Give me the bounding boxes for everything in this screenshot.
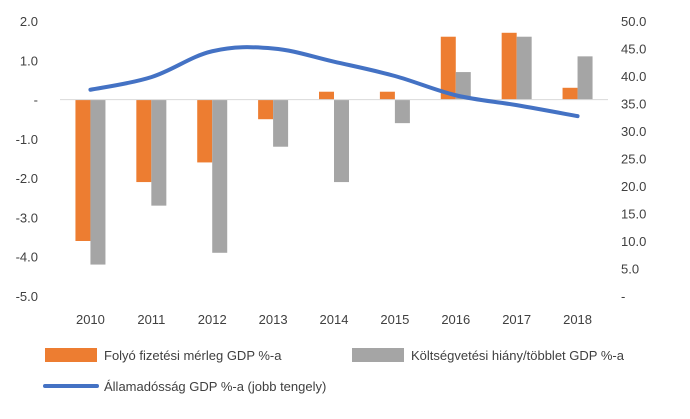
y-left-tick-label: -2.0 (16, 171, 38, 186)
x-tick-label: 2011 (137, 312, 165, 327)
y-left-tick-label: 2.0 (20, 14, 38, 29)
y-right-tick-label: 20.0 (621, 179, 646, 194)
y-left-tick-label: 1.0 (20, 53, 38, 68)
x-tick-label: 2016 (441, 312, 470, 327)
bar-budget-balance (516, 36, 532, 100)
bar-current-account (501, 32, 517, 100)
y-right-tick-label: - (621, 289, 625, 304)
legend-item-public-debt: Államadósság GDP %-a (jobb tengely) (43, 379, 326, 394)
x-tick-label: 2018 (563, 312, 592, 327)
y-right-tick-label: 25.0 (621, 152, 646, 167)
legend-swatch-current-account (45, 348, 97, 362)
bar-budget-balance (273, 99, 289, 147)
y-right-tick-label: 50.0 (621, 14, 646, 29)
legend-label-current-account: Folyó fizetési mérleg GDP %-a (104, 348, 282, 363)
line-series (88, 45, 580, 119)
y-left-tick-label: -3.0 (16, 210, 38, 225)
y-left-tick-label: -4.0 (16, 250, 38, 265)
legend-label-public-debt: Államadósság GDP %-a (jobb tengely) (104, 379, 326, 394)
bar-current-account (319, 91, 334, 100)
x-tick-label: 2010 (76, 312, 105, 327)
bar-current-account (75, 99, 91, 241)
y-right-tick-label: 40.0 (621, 69, 646, 84)
bar-budget-balance (212, 99, 228, 253)
bar-budget-balance (577, 56, 593, 100)
x-tick-label: 2012 (198, 312, 227, 327)
y-left-tick-label: - (34, 93, 38, 108)
bar-current-account (197, 99, 213, 163)
bar-current-account (379, 91, 395, 100)
y-right-tick-label: 5.0 (621, 262, 639, 277)
y-right-tick-label: 35.0 (621, 97, 646, 112)
bar-current-account (440, 36, 456, 100)
bar-current-account (562, 87, 578, 100)
y-right-tick-label: 45.0 (621, 42, 646, 57)
bar-budget-balance (151, 99, 167, 206)
y-right-tick-label: 15.0 (621, 207, 646, 222)
y-left-tick-label: -5.0 (16, 289, 38, 304)
bar-budget-balance (334, 99, 349, 183)
left-axis-ticks: 2.0 1.0 - -1.0 -2.0 -3.0 -4.0 -5.0 (16, 14, 38, 304)
bar-series (75, 32, 593, 265)
bar-current-account (258, 99, 274, 120)
legend-item-current-account: Folyó fizetési mérleg GDP %-a (45, 348, 282, 363)
bar-current-account (136, 99, 152, 183)
legend-item-budget-balance: Költségvetési hiány/többlet GDP %-a (352, 348, 625, 363)
line-public-debt (88, 45, 580, 119)
y-right-tick-label: 30.0 (621, 124, 646, 139)
bar-budget-balance (455, 72, 471, 100)
x-tick-label: 2013 (259, 312, 288, 327)
right-axis-ticks: 50.0 45.0 40.0 35.0 30.0 25.0 20.0 15.0 10.0 5.0 - (621, 14, 646, 304)
legend-label-budget-balance: Költségvetési hiány/többlet GDP %-a (411, 348, 625, 363)
x-tick-label: 2015 (380, 312, 409, 327)
bar-budget-balance (394, 99, 410, 124)
y-right-tick-label: 10.0 (621, 234, 646, 249)
legend: Folyó fizetési mérleg GDP %-a Költségvet… (43, 348, 625, 394)
x-tick-label: 2017 (502, 312, 531, 327)
bar-budget-balance (90, 99, 106, 265)
legend-swatch-budget-balance (352, 348, 404, 362)
y-left-tick-label: -1.0 (16, 132, 38, 147)
x-tick-label: 2014 (320, 312, 349, 327)
x-axis-ticks: 2010 2011 2012 2013 2014 2015 2016 2017 2018 (76, 312, 592, 327)
